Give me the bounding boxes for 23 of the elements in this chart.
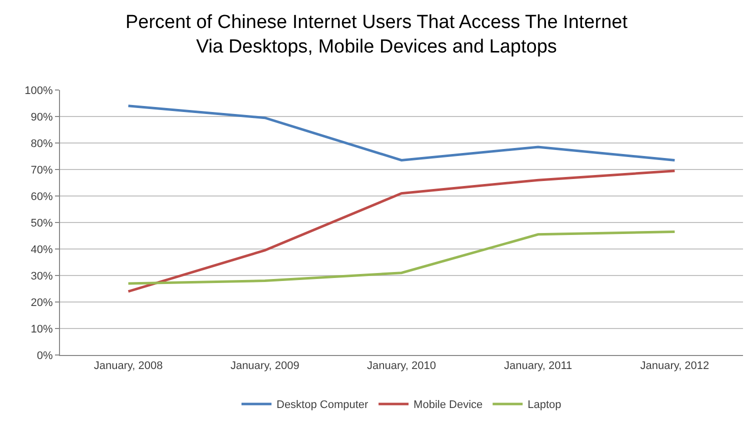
y-tick-label: 70% (30, 164, 54, 176)
legend-label: Mobile Device (414, 399, 483, 412)
y-tick-label: 40% (30, 244, 54, 256)
x-tick-label: January, 2010 (367, 360, 436, 372)
x-tick-label: January, 2008 (94, 360, 163, 372)
line-series (127, 170, 676, 293)
y-tick-label: 60% (30, 190, 54, 203)
x-tick-label: January, 2009 (230, 360, 300, 372)
legend-label: Laptop (528, 399, 562, 412)
y-tick-label: 90% (30, 111, 54, 124)
line-series (127, 104, 676, 162)
y-tick-label: 100% (24, 84, 54, 97)
legend-label: Desktop Computer (276, 399, 369, 412)
y-tick-label: 50% (30, 217, 54, 230)
y-tick-label: 0% (36, 350, 54, 362)
y-tick-label: 20% (30, 296, 54, 309)
y-tick-label: 30% (30, 270, 54, 282)
chart-title: Percent of Chinese Internet Users That Access The Internet Via Desktops, Mobile Devices and Laptops (125, 12, 628, 58)
x-tick-label: January, 2011 (504, 360, 572, 372)
y-tick-label: 10% (30, 323, 54, 336)
line-series (127, 230, 676, 285)
x-tick-label: January, 2012 (640, 360, 710, 372)
y-tick-label: 80% (30, 138, 54, 150)
